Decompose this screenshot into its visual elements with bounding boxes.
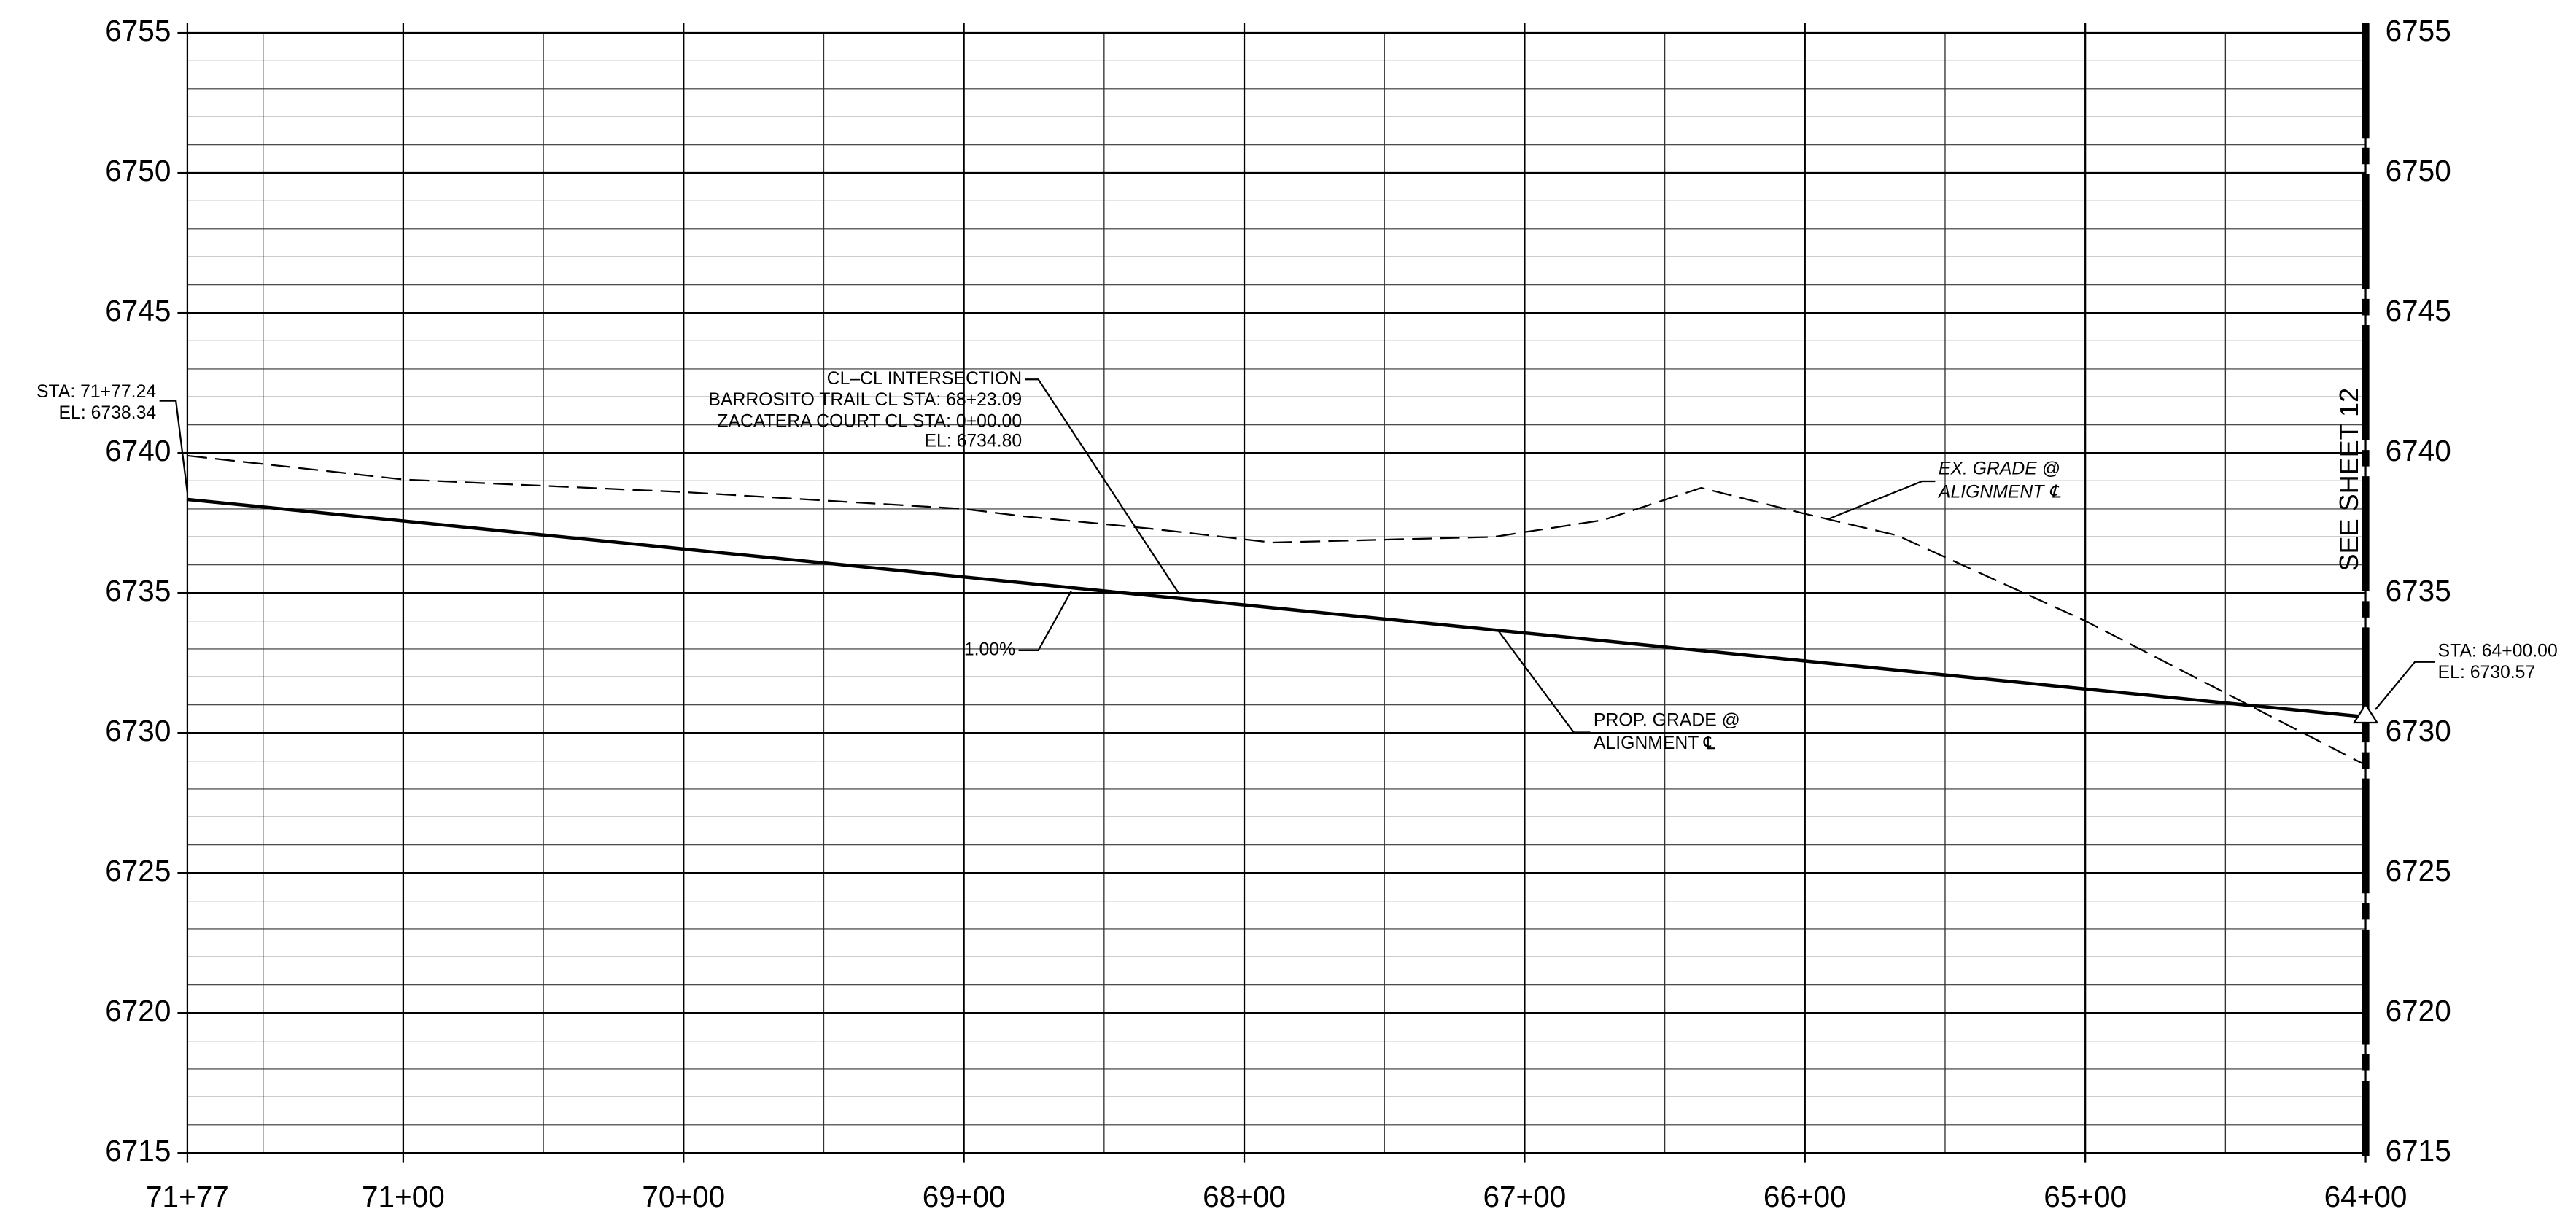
x-tick-label: 71+00: [362, 1180, 445, 1213]
leader: [1018, 591, 1072, 652]
annotation: STA: 64+00.00: [2438, 642, 2558, 661]
annotation: EL: 6730.57: [2438, 663, 2536, 683]
leader: [1497, 630, 1591, 734]
y2-tick-label: 6715: [2386, 1134, 2451, 1167]
x-tick-label: 67+00: [1483, 1180, 1566, 1213]
leader: [159, 400, 189, 493]
y2-tick-label: 6745: [2386, 294, 2451, 327]
y-tick-label: 6745: [105, 294, 171, 327]
grade-line: [187, 454, 2367, 766]
grade-line: [186, 497, 2366, 719]
annotation: PROP. GRADE @: [1594, 710, 1740, 730]
x-tick-label: 66+00: [1764, 1180, 1847, 1213]
y-tick-label: 6730: [105, 714, 171, 747]
annotation: 1.00%: [964, 639, 1015, 659]
y2-tick-label: 6725: [2386, 854, 2451, 887]
annotation: SEE SHEET 12: [2334, 388, 2364, 572]
labels: 6715 6715 6720 6720 6725 6725 6730 6730 6735 6735…: [36, 14, 2558, 1213]
grid: [177, 23, 2370, 1163]
annotation: STA: 71+77.24: [36, 382, 156, 402]
x-tick-label: 70+00: [642, 1180, 725, 1213]
y-tick-label: 6740: [105, 434, 171, 467]
annotation: EL: 6734.80: [925, 431, 1023, 451]
leader: [2375, 661, 2435, 710]
y-tick-label: 6715: [105, 1134, 171, 1167]
plot: [186, 454, 2367, 766]
pvi-marker: [2352, 703, 2379, 724]
y2-tick-label: 6720: [2386, 994, 2451, 1027]
annotation: ALIGNMENT ℄: [1594, 734, 1715, 753]
x-tick-label: 69+00: [923, 1180, 1006, 1213]
annotation: BARROSITO TRAIL CL STA: 68+23.09: [708, 390, 1022, 410]
y2-tick-label: 6730: [2386, 714, 2451, 747]
y-tick-label: 6735: [105, 574, 171, 607]
leader: [1828, 480, 1936, 520]
annotation: CL–CL INTERSECTION: [827, 369, 1022, 389]
y-tick-label: 6755: [105, 14, 171, 47]
y2-tick-label: 6735: [2386, 574, 2451, 607]
y-tick-label: 6750: [105, 154, 171, 187]
y2-tick-label: 6755: [2386, 14, 2451, 47]
y2-tick-label: 6750: [2386, 154, 2451, 187]
y-tick-label: 6725: [105, 854, 171, 887]
leaders: [159, 378, 2435, 734]
annotation: ZACATERA COURT CL STA: 0+00.00: [717, 411, 1022, 431]
leader: [1025, 378, 1181, 595]
x-tick-label: 64+00: [2324, 1180, 2408, 1213]
annotation: EL: 6738.34: [59, 403, 157, 423]
annotation: ALIGNMENT ℄: [1937, 482, 2061, 502]
x-tick-label: 71+77: [146, 1180, 229, 1213]
x-tick-label: 68+00: [1203, 1180, 1286, 1213]
y-tick-label: 6720: [105, 994, 171, 1027]
y2-tick-label: 6740: [2386, 434, 2451, 467]
x-tick-label: 65+00: [2044, 1180, 2127, 1213]
annotation: EX. GRADE @: [1939, 459, 2060, 479]
